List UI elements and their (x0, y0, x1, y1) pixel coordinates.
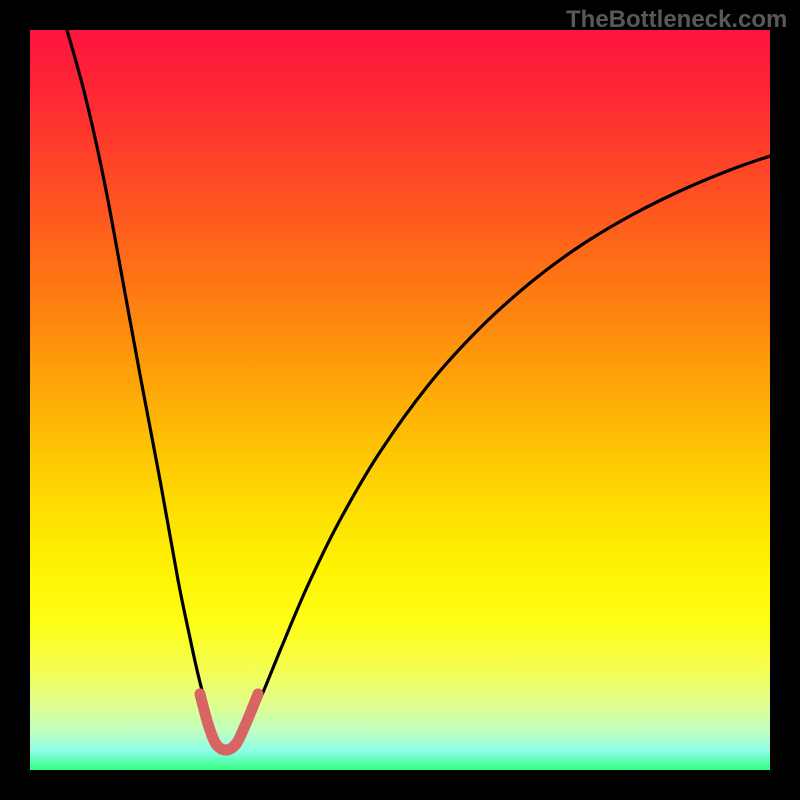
gradient-background (30, 30, 770, 770)
valley-marker-dot (195, 689, 206, 700)
valley-marker-dot (221, 745, 232, 756)
valley-marker-dot (231, 739, 242, 750)
valley-marker-dot (247, 704, 258, 715)
watermark: TheBottleneck.com (566, 6, 787, 34)
valley-marker-dot (203, 719, 214, 730)
valley-marker-dot (211, 739, 222, 750)
plot-area (30, 30, 770, 770)
valley-marker-dot (253, 689, 264, 700)
valley-marker-dot (239, 723, 250, 734)
